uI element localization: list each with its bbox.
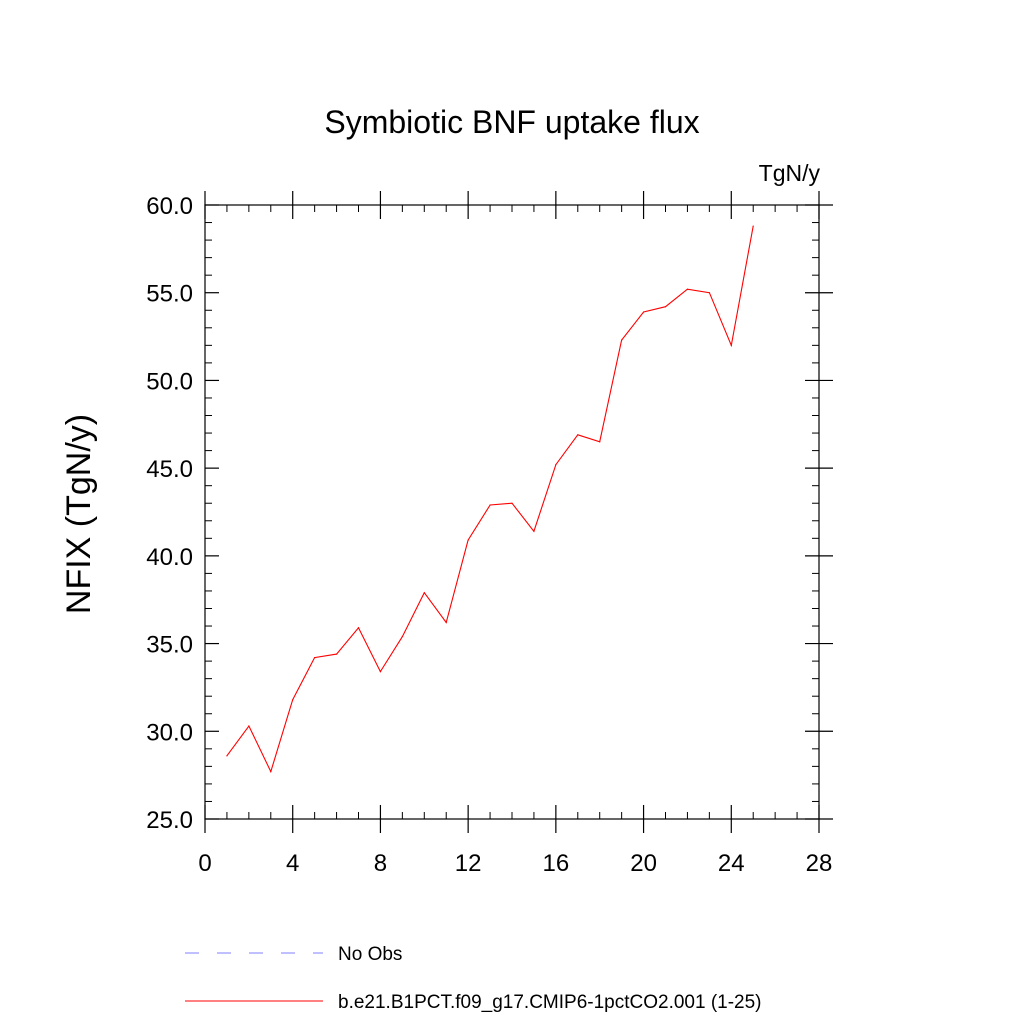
y-tick-labels: 25.0 30.0 35.0 40.0 45.0 50.0 55.0 60.0 [146, 193, 193, 834]
data-point [730, 344, 732, 346]
data-point [357, 627, 360, 629]
data-point [379, 671, 382, 673]
plot-lines [226, 225, 754, 774]
data-point [467, 539, 469, 541]
series-line [226, 226, 754, 774]
y-tick-label: 25.0 [146, 807, 193, 834]
y-tick-label: 50.0 [146, 368, 193, 395]
data-point [248, 725, 250, 727]
data-point [292, 699, 294, 701]
y-tick-label: 30.0 [146, 719, 193, 746]
x-tick-label: 28 [806, 850, 833, 877]
x-tick-label: 16 [543, 850, 570, 877]
data-point [599, 441, 601, 443]
x-tick-label: 8 [374, 850, 387, 877]
data-point [642, 311, 645, 313]
x-tick-label: 24 [718, 850, 745, 877]
y-tick-label: 60.0 [146, 193, 193, 220]
data-point [708, 292, 710, 294]
units-label: TgN/y [759, 160, 821, 186]
data-point [621, 339, 623, 341]
plot-frame [204, 204, 820, 820]
data-point [335, 653, 338, 655]
y-tick-label: 55.0 [146, 281, 193, 308]
data-point [752, 225, 754, 227]
data-point [511, 502, 513, 504]
minor-ticks [205, 205, 819, 819]
data-point [577, 434, 579, 436]
data-point [445, 621, 447, 624]
data-point [401, 635, 403, 638]
x-tick-label: 20 [630, 850, 657, 877]
y-tick-label: 40.0 [146, 544, 193, 571]
legend: No Obs b.e21.B1PCT.f09_g17.CMIP6-1pctCO2.… [185, 944, 762, 1013]
y-axis-label: NFIX (TgN/y) [60, 414, 98, 614]
x-tick-label: 12 [455, 850, 482, 877]
chart-title: Symbiotic BNF uptake flux [324, 104, 699, 140]
data-point [423, 592, 425, 594]
data-point [314, 657, 316, 659]
x-tick-label: 4 [286, 850, 299, 877]
data-point [270, 771, 272, 773]
data-point [686, 288, 689, 290]
data-point [533, 530, 535, 532]
data-point [226, 755, 228, 757]
y-tick-label: 45.0 [146, 456, 193, 483]
x-tick-label: 0 [198, 850, 211, 877]
data-point [555, 464, 557, 466]
data-point [489, 504, 491, 506]
y-tick-label: 35.0 [146, 632, 193, 659]
data-point [664, 306, 667, 308]
legend-label: b.e21.B1PCT.f09_g17.CMIP6-1pctCO2.001 (1… [338, 992, 762, 1013]
legend-label: No Obs [338, 944, 402, 965]
x-tick-labels: 0 4 8 12 16 20 24 28 [198, 850, 832, 877]
